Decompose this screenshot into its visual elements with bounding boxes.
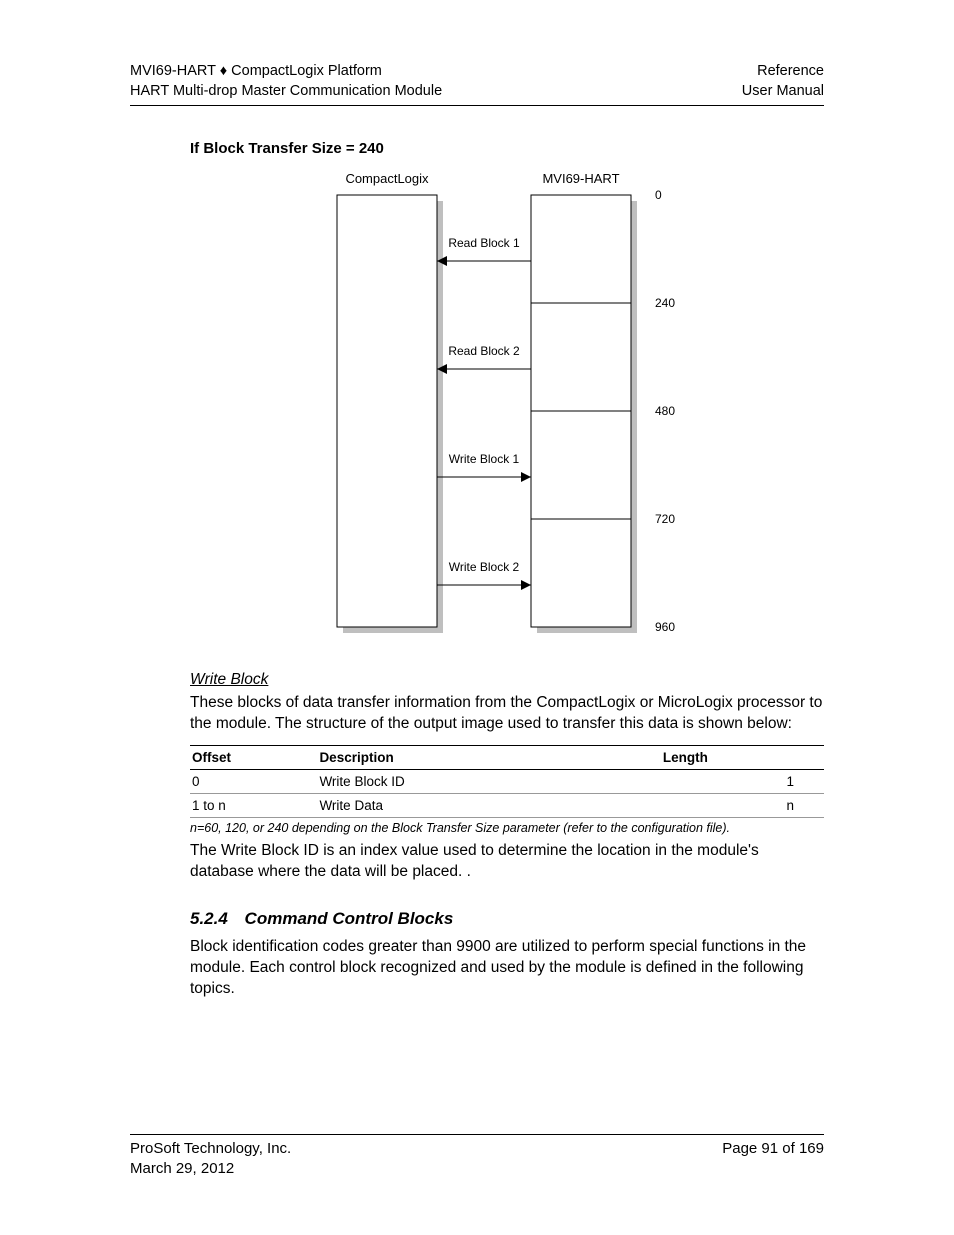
heading-block-transfer: If Block Transfer Size = 240	[190, 140, 824, 157]
header-doc-type: User Manual	[742, 82, 824, 102]
page-header: MVI69-HART ♦ CompactLogix Platform HART …	[130, 62, 824, 106]
header-product: MVI69-HART	[130, 63, 216, 79]
write-block-paragraph: These blocks of data transfer informatio…	[190, 693, 824, 735]
diagram-svg: CompactLogix MVI69-HART 0 240 480 720 960 Read …	[317, 167, 697, 647]
cell-length: n	[661, 793, 824, 817]
command-control-paragraph: Block identification codes greater than …	[190, 937, 824, 1000]
header-subtitle: HART Multi-drop Master Communication Mod…	[130, 82, 442, 102]
footer-page: Page 91 of 169	[722, 1139, 824, 1159]
page: MVI69-HART ♦ CompactLogix Platform HART …	[0, 0, 954, 1235]
header-left: MVI69-HART ♦ CompactLogix Platform HART …	[130, 62, 442, 101]
svg-text:CompactLogix: CompactLogix	[345, 171, 429, 186]
svg-text:MVI69-HART: MVI69-HART	[542, 171, 619, 186]
footer-right: Page 91 of 169	[722, 1139, 824, 1180]
heading-write-block: Write Block	[190, 671, 824, 689]
svg-text:Write Block 1: Write Block 1	[449, 452, 520, 466]
svg-text:Read Block 2: Read Block 2	[448, 344, 520, 358]
table-row: 1 to n Write Data n	[190, 793, 824, 817]
th-length: Length	[661, 745, 824, 769]
svg-text:960: 960	[655, 620, 675, 634]
table-footnote: n=60, 120, or 240 depending on the Block…	[190, 821, 824, 835]
cell-desc: Write Block ID	[317, 769, 660, 793]
page-footer: ProSoft Technology, Inc. March 29, 2012 …	[130, 1134, 824, 1180]
write-block-id-paragraph: The Write Block ID is an index value use…	[190, 841, 824, 883]
header-platform: CompactLogix Platform	[231, 63, 382, 79]
svg-text:0: 0	[655, 188, 662, 202]
cell-desc: Write Data	[317, 793, 660, 817]
th-offset: Offset	[190, 745, 317, 769]
cell-offset: 0	[190, 769, 317, 793]
cell-offset: 1 to n	[190, 793, 317, 817]
section-heading: 5.2.4 Command Control Blocks	[190, 909, 824, 929]
footer-left: ProSoft Technology, Inc. March 29, 2012	[130, 1139, 291, 1180]
svg-text:720: 720	[655, 512, 675, 526]
svg-text:Read Block 1: Read Block 1	[448, 236, 520, 250]
cell-length: 1	[661, 769, 824, 793]
svg-text:Write Block 2: Write Block 2	[449, 560, 520, 574]
svg-text:480: 480	[655, 404, 675, 418]
section-number: 5.2.4	[190, 909, 228, 929]
footer-date: March 29, 2012	[130, 1159, 291, 1179]
header-section: Reference	[742, 62, 824, 82]
header-right: Reference User Manual	[742, 62, 824, 101]
footer-company: ProSoft Technology, Inc.	[130, 1139, 291, 1159]
section-label: Command Control Blocks	[245, 909, 454, 929]
table-row: 0 Write Block ID 1	[190, 769, 824, 793]
write-block-table: Offset Description Length 0 Write Block …	[190, 745, 824, 818]
svg-text:240: 240	[655, 296, 675, 310]
diamond-icon: ♦	[220, 63, 227, 79]
th-description: Description	[317, 745, 660, 769]
block-transfer-diagram: CompactLogix MVI69-HART 0 240 480 720 960 Read …	[190, 167, 824, 647]
